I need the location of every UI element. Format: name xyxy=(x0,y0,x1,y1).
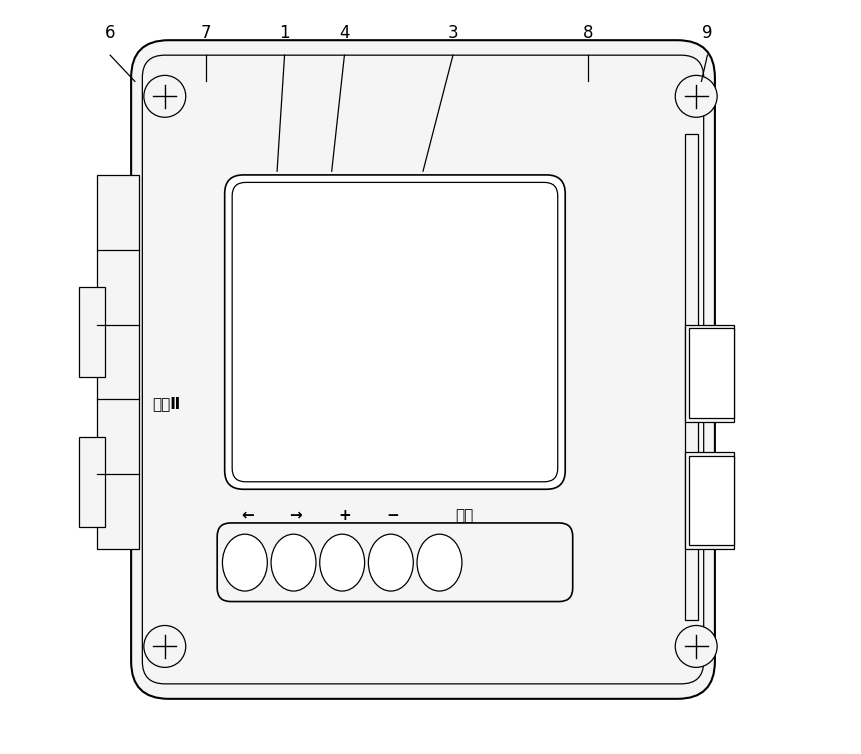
Text: 4: 4 xyxy=(339,23,350,41)
Bar xyxy=(78,437,105,527)
Ellipse shape xyxy=(369,534,413,591)
Bar xyxy=(78,287,105,377)
FancyBboxPatch shape xyxy=(225,175,565,489)
Bar xyxy=(685,452,734,549)
Circle shape xyxy=(675,75,717,118)
Bar xyxy=(689,455,734,545)
FancyBboxPatch shape xyxy=(131,40,715,699)
Bar xyxy=(689,328,734,418)
Text: 9: 9 xyxy=(703,23,713,41)
Text: 1: 1 xyxy=(279,23,290,41)
Text: +: + xyxy=(338,508,350,523)
Circle shape xyxy=(144,75,186,118)
Text: 确定: 确定 xyxy=(455,508,474,523)
FancyBboxPatch shape xyxy=(217,523,573,602)
Circle shape xyxy=(144,626,186,667)
Text: 6: 6 xyxy=(105,23,115,41)
Bar xyxy=(685,325,734,422)
FancyBboxPatch shape xyxy=(232,182,558,482)
Text: 8: 8 xyxy=(582,23,593,41)
Ellipse shape xyxy=(417,534,462,591)
Bar xyxy=(685,133,698,621)
Ellipse shape xyxy=(319,534,365,591)
Text: →: → xyxy=(289,508,302,523)
Ellipse shape xyxy=(271,534,316,591)
Text: 输入Ⅱ: 输入Ⅱ xyxy=(152,396,180,411)
Circle shape xyxy=(675,626,717,667)
Text: ←: ← xyxy=(241,508,253,523)
Text: 7: 7 xyxy=(201,23,211,41)
Text: 3: 3 xyxy=(448,23,458,41)
Text: −: − xyxy=(387,508,400,523)
Bar xyxy=(97,175,139,549)
Ellipse shape xyxy=(222,534,267,591)
